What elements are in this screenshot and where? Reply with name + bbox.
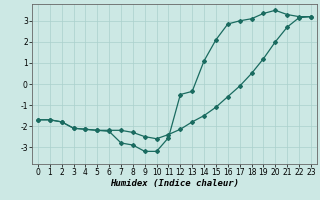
X-axis label: Humidex (Indice chaleur): Humidex (Indice chaleur) (110, 179, 239, 188)
